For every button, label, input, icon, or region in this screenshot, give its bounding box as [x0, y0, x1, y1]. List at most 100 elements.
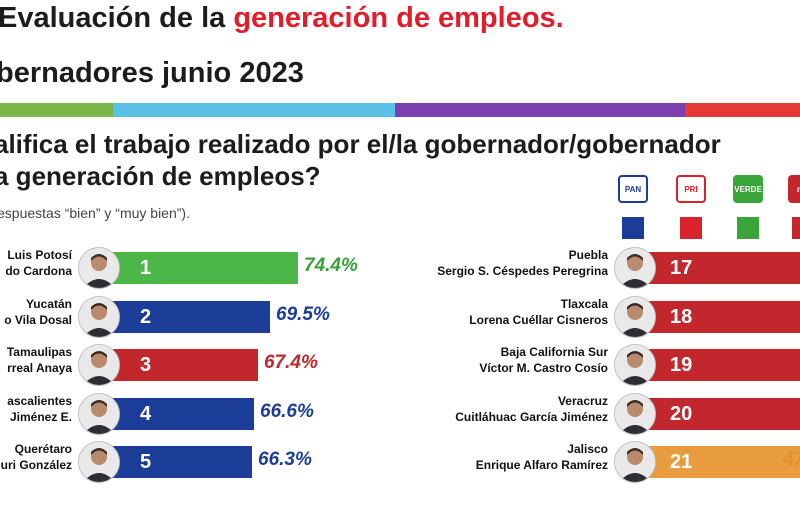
ranking-row: Jalisco Enrique Alfaro Ramírez 21 47	[0, 436, 800, 488]
bar: 18	[636, 300, 800, 333]
governor-name: do Cardona	[5, 264, 72, 278]
verde-logo-icon: VERDE	[733, 175, 763, 203]
rank-label: 4	[140, 402, 152, 425]
title-accent: generación de empleos.	[233, 2, 564, 34]
governor-photo	[614, 344, 656, 386]
ranking-row: Tlaxcala Lorena Cuéllar Cisneros 18 5	[0, 291, 800, 343]
question-line1: alifica el trabajo realizado por el/la g…	[0, 129, 721, 159]
pan-logo-icon: PAN	[618, 175, 648, 203]
ranking-row: Luis Potosí do Cardona 1 74.4%	[0, 242, 800, 294]
ranking-row: Querétaro uri González 5 66.3%	[0, 436, 800, 488]
ranking-row: Baja California Sur Víctor M. Castro Cosí…	[0, 339, 800, 391]
response-note: espuestas “bien” y “muy bien”).	[0, 205, 190, 221]
rank-label: 2	[140, 305, 152, 328]
party-swatch	[622, 217, 644, 239]
state-name: Baja California Sur	[500, 345, 608, 359]
governor-photo	[614, 441, 656, 483]
governor-name: rreal Anaya	[7, 361, 72, 375]
governor-name: Víctor M. Castro Cosío	[479, 361, 608, 375]
percentage-label: 5	[783, 255, 794, 276]
question-line2: a generación de empleos?	[0, 161, 321, 191]
percentage-label: 5	[783, 303, 794, 325]
state-name: Puebla	[568, 248, 608, 262]
governor-label: Querétaro uri González	[0, 436, 72, 488]
governor-name: Jiménez E.	[9, 409, 72, 424]
morena-logo-icon: mo	[788, 175, 800, 203]
title-prefix: Evaluación de la	[0, 2, 234, 34]
governor-photo	[614, 392, 656, 435]
state-name: ascalientes	[7, 393, 72, 408]
bar: 20	[636, 397, 800, 430]
bar: 21	[636, 446, 800, 478]
strip-segment-cyan	[113, 103, 395, 117]
survey-question: alifica el trabajo realizado por el/la g…	[0, 128, 721, 192]
state-name: Veracruz	[557, 393, 608, 408]
governor-label: ascalientes Jiménez E.	[0, 388, 72, 440]
strip-segment-green	[0, 103, 113, 117]
strip-segment-purple	[395, 103, 685, 117]
percentage-label: 67.4%	[264, 352, 318, 373]
governor-label: Yucatán o Vila Dosal	[0, 291, 72, 343]
governor-photo	[78, 247, 120, 289]
party-swatch	[737, 217, 759, 239]
governor-label: Tlaxcala Lorena Cuéllar Cisneros	[348, 291, 608, 343]
bar: 17	[636, 252, 800, 284]
state-name: Tamaulipas	[6, 345, 72, 359]
governor-label: Tamaulipas rreal Anaya	[0, 339, 72, 391]
rank-label: 21	[670, 451, 693, 473]
governor-name: Cuitláhuac García Jiménez	[455, 409, 608, 424]
state-name: Querétaro	[14, 442, 72, 456]
party-swatch	[680, 217, 702, 239]
percentage-label: 69.5%	[276, 303, 330, 325]
governor-photo	[78, 295, 120, 338]
bar: 5	[100, 446, 252, 478]
state-name: Luis Potosí	[7, 248, 72, 262]
party-pan: PAN	[618, 175, 648, 239]
bar: 1	[100, 252, 298, 284]
governor-photo	[78, 392, 120, 435]
state-name: Yucatán	[25, 296, 72, 311]
party-pri: PRI	[676, 175, 706, 239]
party-verde: VERDE	[733, 175, 763, 239]
ranking-row: Tamaulipas rreal Anaya 3 67.4%	[0, 339, 800, 391]
governor-label: Baja California Sur Víctor M. Castro Cosí…	[348, 339, 608, 391]
governor-name: o Vila Dosal	[4, 312, 72, 327]
rank-label: 3	[140, 354, 152, 376]
party-swatch	[792, 217, 800, 239]
chart-title-line2: bernadores junio 2023	[0, 57, 304, 89]
governor-label: Puebla Sergio S. Céspedes Peregrina	[348, 242, 608, 294]
percentage-label: 47	[783, 449, 800, 470]
governor-name: Sergio S. Céspedes Peregrina	[437, 264, 608, 278]
rank-label: 18	[670, 305, 693, 328]
governor-photo	[78, 344, 120, 386]
rank-label: 17	[670, 257, 693, 279]
chart-title-line1: Evaluación de la generación de empleos.	[0, 2, 564, 35]
rank-label: 5	[140, 451, 152, 473]
bar: 3	[100, 349, 258, 381]
governor-photo	[614, 295, 656, 338]
governor-label: Veracruz Cuitláhuac García Jiménez	[348, 388, 608, 440]
percentage-label: 74.4%	[304, 255, 358, 276]
percentage-label: 66.3%	[258, 449, 312, 470]
party-mo: mo	[788, 175, 800, 239]
governor-name: uri González	[0, 458, 72, 472]
governor-label: Jalisco Enrique Alfaro Ramírez	[348, 436, 608, 488]
ranking-row: Yucatán o Vila Dosal 2 69.5%	[0, 291, 800, 343]
state-name: Tlaxcala	[560, 296, 608, 311]
percentage-label: 48	[783, 352, 800, 373]
governor-photo	[614, 247, 656, 289]
color-strip	[0, 103, 800, 117]
bar: 4	[100, 397, 254, 430]
rank-label: 20	[670, 402, 693, 425]
governor-photo	[78, 441, 120, 483]
rank-label: 1	[140, 257, 152, 279]
governor-name: Lorena Cuéllar Cisneros	[469, 312, 608, 327]
bar: 2	[100, 300, 270, 333]
pri-logo-icon: PRI	[676, 175, 706, 203]
rank-label: 19	[670, 354, 693, 376]
strip-segment-red	[685, 103, 800, 117]
percentage-label: 47	[783, 400, 800, 422]
percentage-label: 66.6%	[260, 400, 314, 422]
ranking-row: Puebla Sergio S. Céspedes Peregrina 17 5	[0, 242, 800, 294]
